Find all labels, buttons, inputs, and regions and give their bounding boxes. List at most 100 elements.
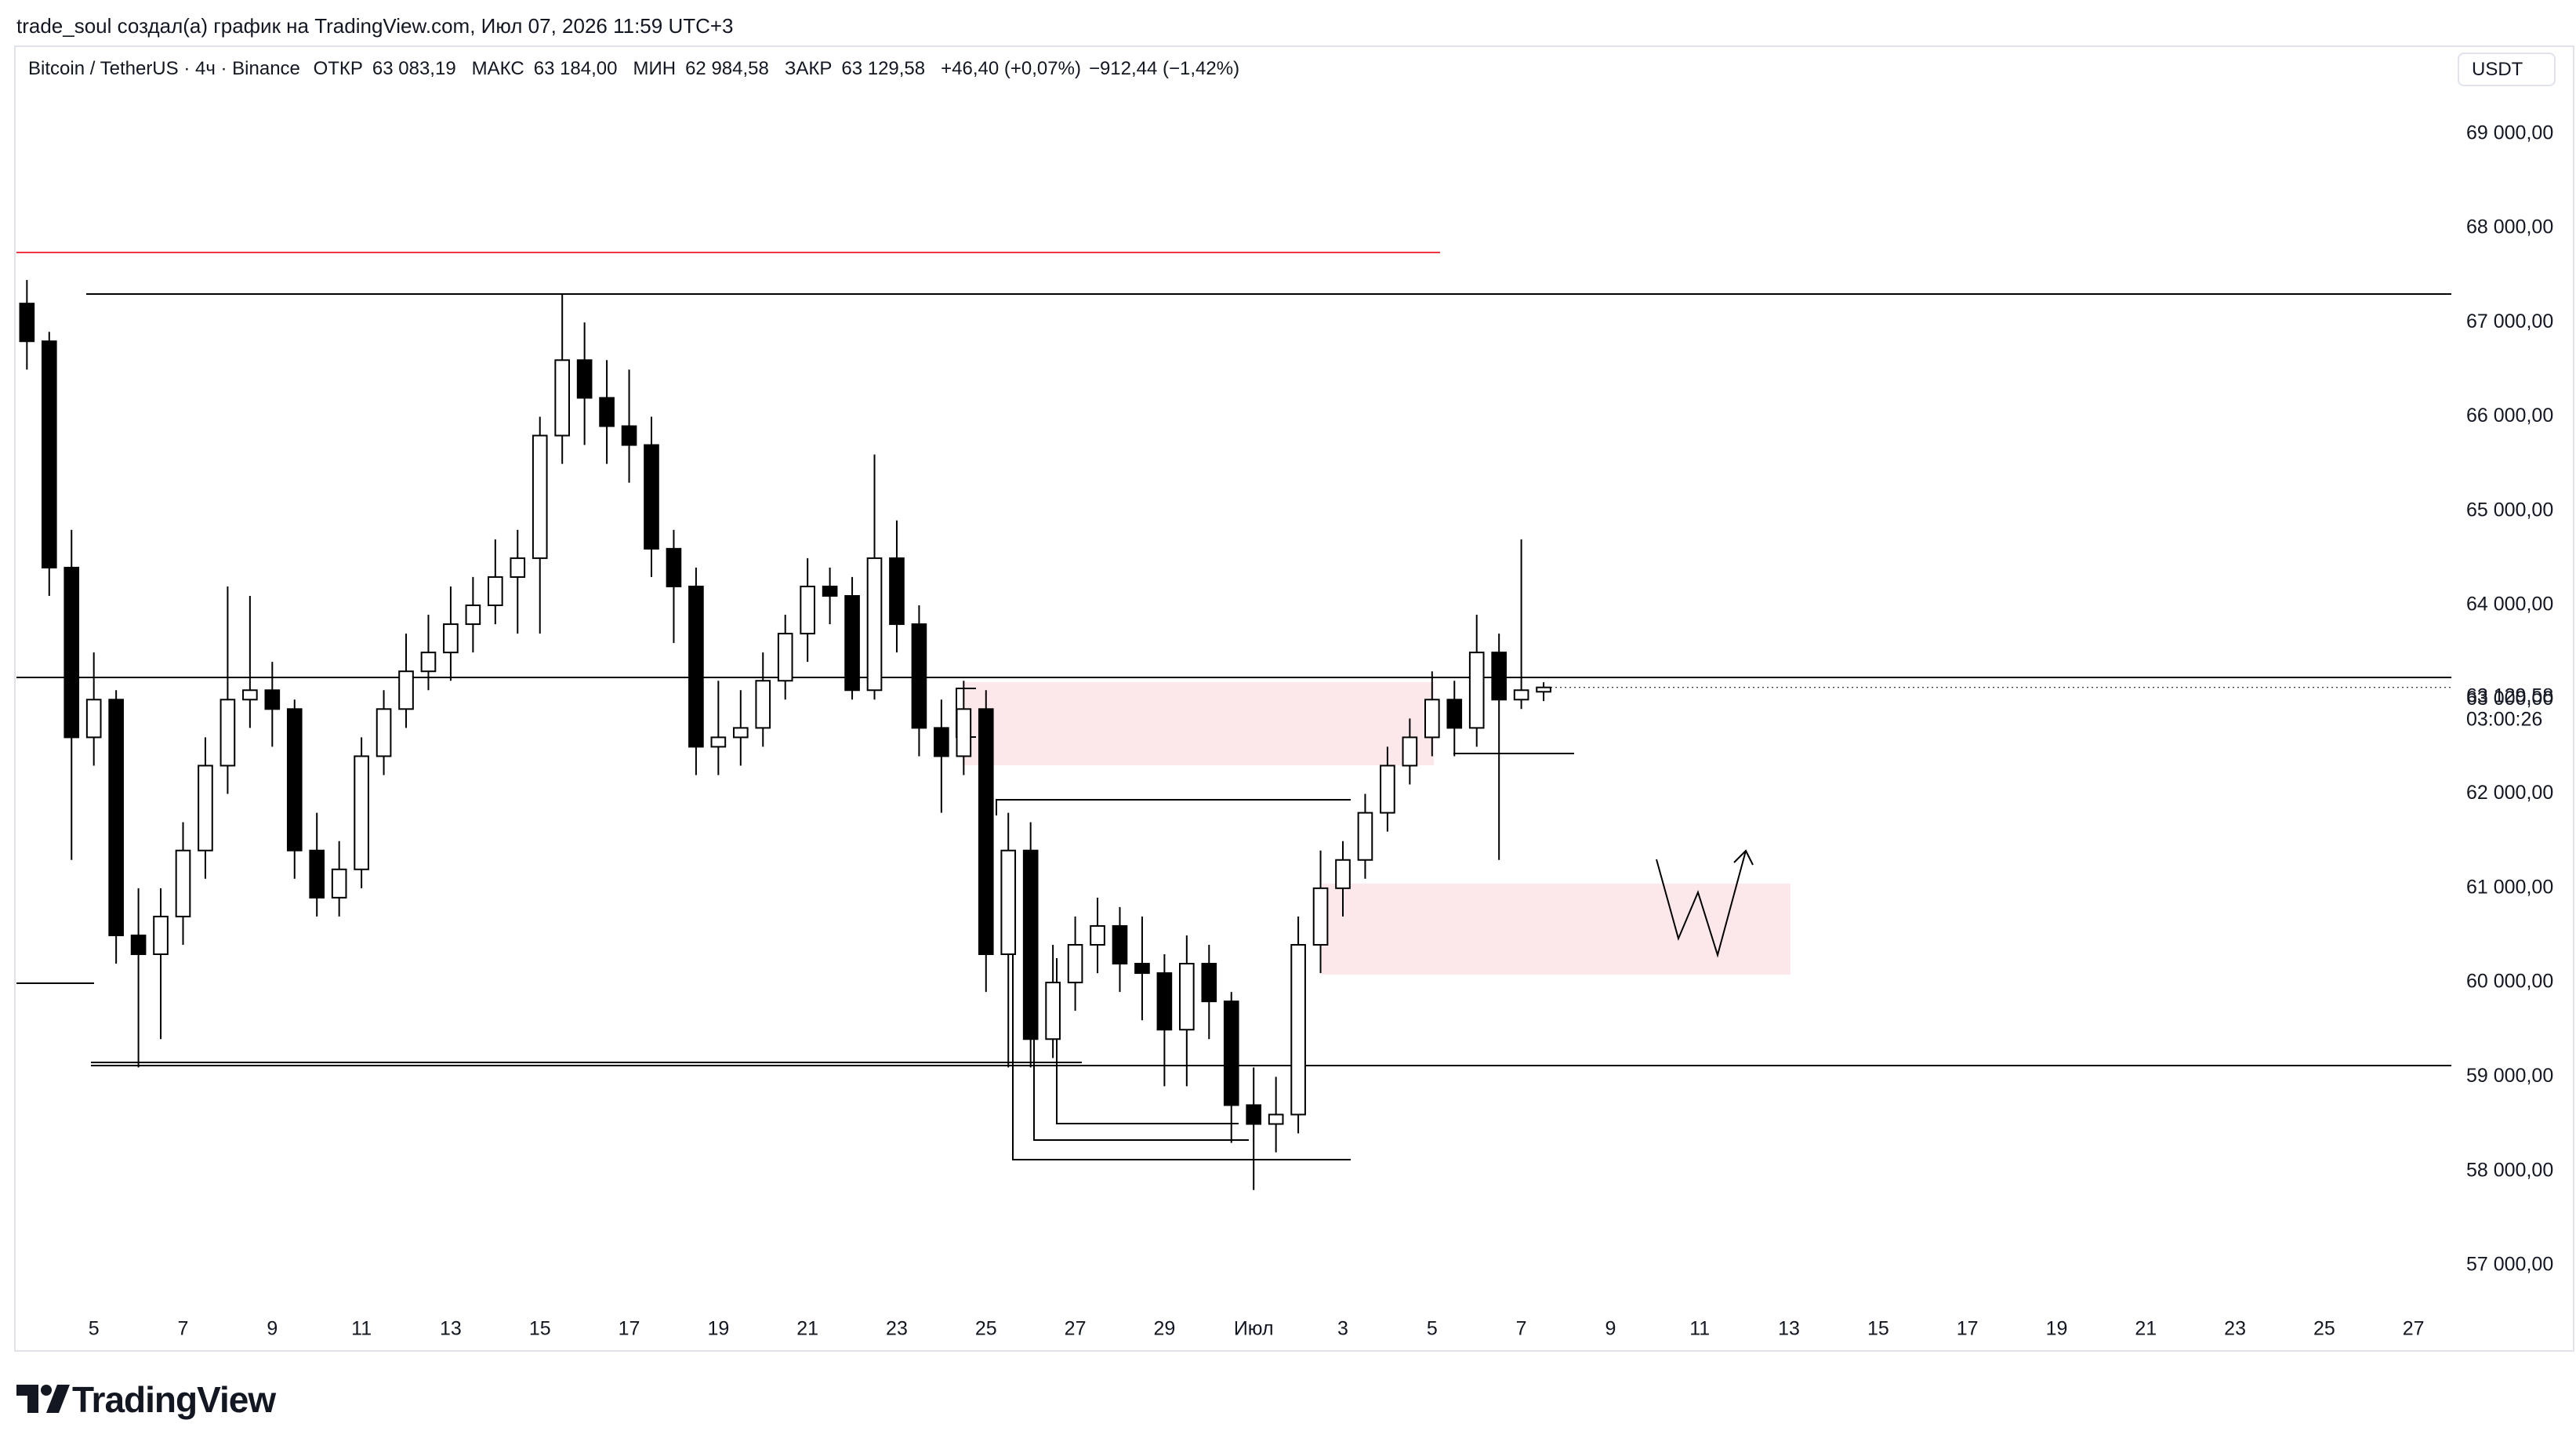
plot-frame xyxy=(14,45,2574,1352)
y-tick-label: 60 000,00 xyxy=(2466,971,2553,993)
candle-body xyxy=(978,708,994,956)
candle-body xyxy=(1022,849,1039,1040)
candle-body xyxy=(1045,982,1061,1040)
candle-body xyxy=(644,444,659,550)
candle-body xyxy=(465,605,481,626)
candle-body xyxy=(443,623,459,654)
candle-body xyxy=(1468,652,1485,729)
x-tick-label: 15 xyxy=(1867,1318,1889,1340)
y-tick-label: 61 000,00 xyxy=(2466,876,2553,898)
candle-body xyxy=(1246,1104,1262,1125)
candle-body xyxy=(1357,812,1373,861)
candle-body xyxy=(1446,699,1463,729)
x-tick-label: 5 xyxy=(1427,1318,1438,1340)
y-tick-label: 65 000,00 xyxy=(2466,499,2553,521)
ohlc-value: 62 984,58 xyxy=(685,58,769,79)
y-tick-label: 63 000,00 xyxy=(2466,688,2553,710)
candle-body xyxy=(1335,859,1351,889)
y-tick-label: 59 000,00 xyxy=(2466,1065,2553,1087)
x-tick-label: Июл xyxy=(1234,1318,1274,1340)
y-tick-label: 58 000,00 xyxy=(2466,1159,2553,1181)
range-line xyxy=(996,799,1351,815)
candle-body xyxy=(866,557,883,692)
candle-body xyxy=(1402,736,1418,767)
change-long: −912,44 (−1,42%) xyxy=(1088,58,1240,79)
logo-shape xyxy=(41,1385,52,1396)
candle-body xyxy=(175,849,191,917)
y-tick-label: 62 000,00 xyxy=(2466,782,2553,804)
arrow-head xyxy=(1733,849,1754,866)
path-sketch xyxy=(1656,850,1747,958)
drawings xyxy=(16,252,2451,1160)
change: +46,40 (+0,07%) xyxy=(941,58,1081,79)
candle-body xyxy=(777,633,793,682)
candle-body xyxy=(800,585,815,635)
candle-body xyxy=(1424,699,1440,739)
candle-body xyxy=(911,623,927,729)
range-line xyxy=(1012,906,1351,1160)
candle-body xyxy=(309,849,325,899)
zone xyxy=(963,682,1434,765)
candle-body xyxy=(710,736,727,748)
candle-body xyxy=(621,425,637,446)
x-tick-label: 17 xyxy=(1957,1318,1979,1340)
x-tick-label: 27 xyxy=(2403,1318,2425,1340)
x-tick-label: 19 xyxy=(2046,1318,2068,1340)
candle-body xyxy=(85,699,102,739)
currency-button[interactable]: USDT xyxy=(2458,53,2556,86)
x-tick-label: 21 xyxy=(796,1318,818,1340)
logo-icon xyxy=(16,1385,70,1413)
candle-body xyxy=(264,689,281,710)
x-tick-label: 21 xyxy=(2135,1318,2157,1340)
candle-body xyxy=(354,755,369,870)
x-tick-label: 11 xyxy=(351,1318,372,1340)
candle-body xyxy=(1112,924,1128,965)
candle-body xyxy=(755,680,771,729)
candle-body xyxy=(576,359,593,399)
y-tick-label: 64 000,00 xyxy=(2466,594,2553,616)
candle-body xyxy=(822,585,838,597)
x-tick-label: 3 xyxy=(1337,1318,1348,1340)
ohlc-label: ЗАКР xyxy=(784,58,833,79)
candle-body xyxy=(1090,924,1105,946)
header-text: trade_soul создал(а) график на TradingVi… xyxy=(16,14,734,38)
x-tick-label: 23 xyxy=(886,1318,908,1340)
x-tick-label: 13 xyxy=(1778,1318,1800,1340)
y-tick-label: 69 000,00 xyxy=(2466,122,2553,143)
candle-body xyxy=(1223,1000,1239,1106)
legend: Bitcoin / TetherUS · 4ч · Binance ОТКР 63… xyxy=(28,58,1247,80)
candle-body xyxy=(488,576,503,607)
x-tick-label: 17 xyxy=(619,1318,640,1340)
candle-body xyxy=(420,652,437,673)
candle-body xyxy=(1067,943,1083,984)
x-tick-label: 25 xyxy=(2313,1318,2335,1340)
candle-body xyxy=(666,547,682,587)
price-label: 63 129,58 xyxy=(2466,685,2553,706)
candle-body xyxy=(1134,963,1150,975)
x-tick-label: 7 xyxy=(1516,1318,1527,1340)
candle-body xyxy=(19,303,35,343)
x-tick-label: 15 xyxy=(529,1318,551,1340)
candle-body xyxy=(688,585,704,748)
candle-body xyxy=(41,340,57,568)
candle-body xyxy=(1000,849,1017,956)
x-tick-label: 19 xyxy=(707,1318,729,1340)
candle-body xyxy=(554,359,571,437)
candle-body xyxy=(286,708,303,852)
candle-body xyxy=(108,699,124,936)
x-tick-label: 23 xyxy=(2224,1318,2246,1340)
candle-body xyxy=(1156,972,1173,1031)
x-tick-label: 25 xyxy=(975,1318,997,1340)
candle-body xyxy=(1290,943,1306,1116)
logo-shape xyxy=(16,1385,38,1413)
x-tick-label: 9 xyxy=(1605,1318,1616,1340)
candle-body xyxy=(732,727,749,739)
countdown: 03:00:26 xyxy=(2466,708,2542,730)
x-tick-label: 29 xyxy=(1153,1318,1175,1340)
candle-body xyxy=(1491,652,1507,701)
candle-body xyxy=(532,434,548,559)
logo-shape xyxy=(46,1385,70,1413)
candle-body xyxy=(198,764,213,852)
candle-body xyxy=(1536,686,1551,693)
